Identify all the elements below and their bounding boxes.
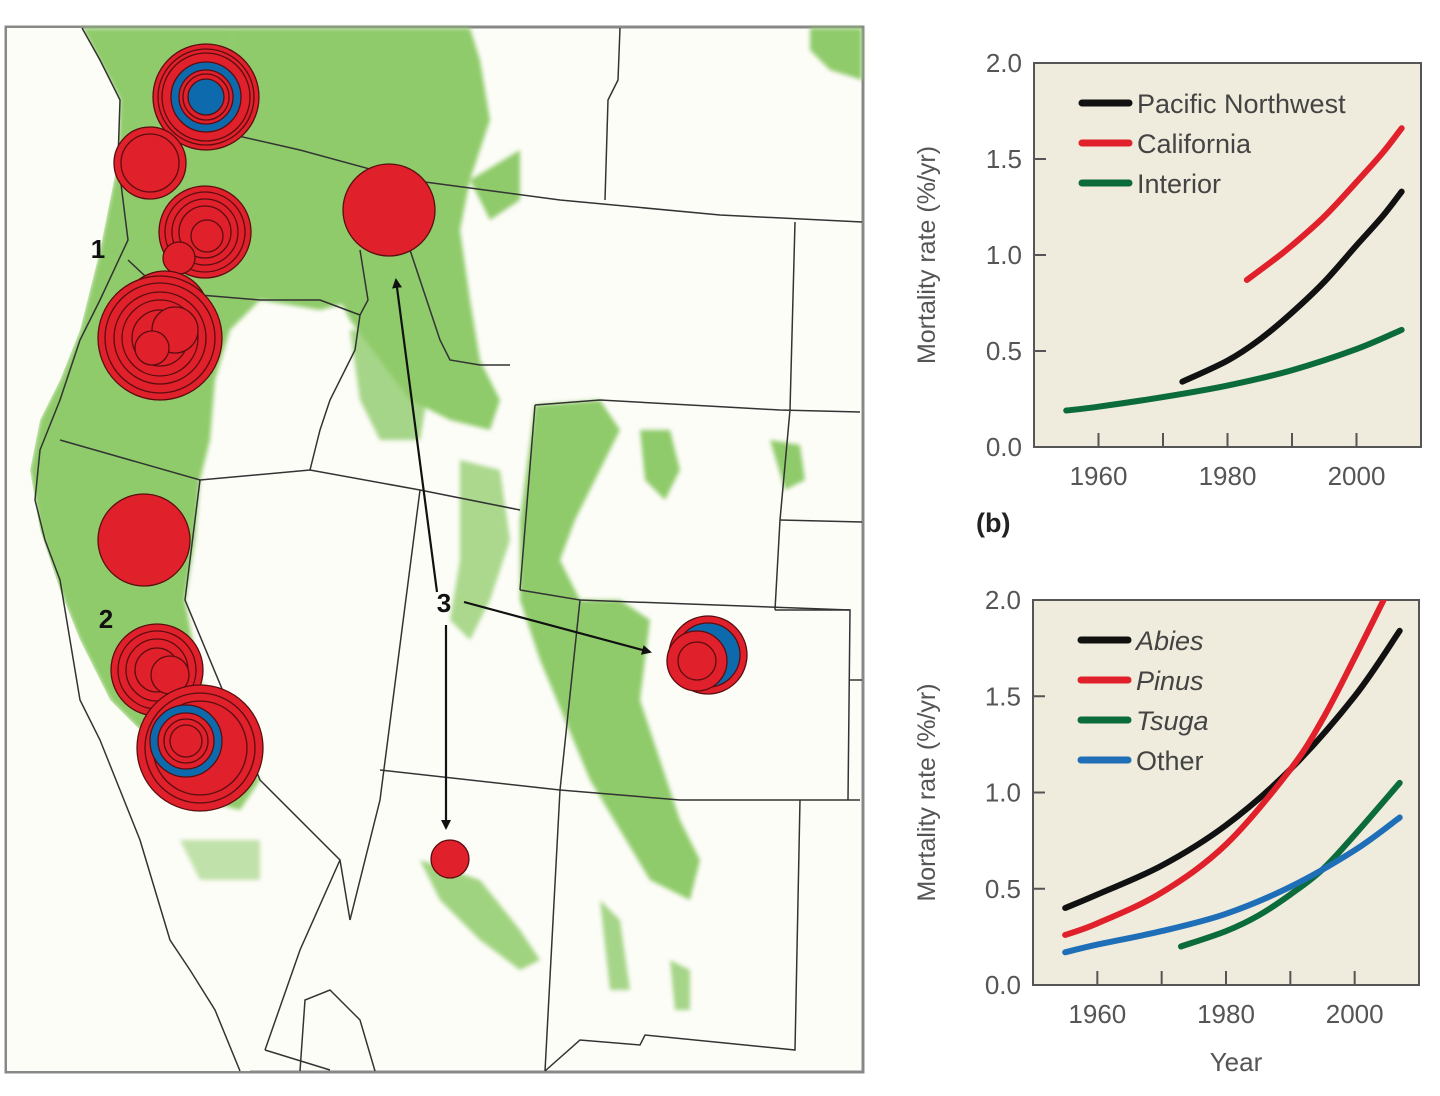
legend-label: Tsuga (1136, 706, 1209, 736)
legend-label: Abies (1134, 626, 1204, 656)
chart-mortality-by-region: 0.0 0.5 1.0 1.5 2.0 1960 1980 2000 Mortality rat… (900, 40, 1440, 500)
plot-circle-red (677, 641, 717, 681)
plot-circle-red (162, 241, 196, 275)
plot-circle-red (190, 219, 224, 253)
y-axis-label: Mortality rate (%/yr) (913, 683, 941, 901)
site-label-2: 2 (99, 604, 113, 634)
y-tick-label: 0.0 (985, 970, 1021, 1000)
plot-circle-red (430, 839, 470, 879)
plot-cluster (162, 241, 196, 275)
panel-label-b: (b) (976, 508, 1011, 538)
arrow (463, 600, 652, 655)
arrow (392, 278, 439, 593)
plot-circle-red (120, 133, 180, 193)
y-tick-label: 2.0 (986, 48, 1022, 78)
ocean (7, 28, 250, 1071)
plot-circle-blue (187, 78, 225, 116)
y-tick-label: 0.0 (986, 432, 1022, 462)
legend-label: Other (1136, 746, 1204, 776)
series-line-other (1062, 814, 1403, 956)
chart-b-canvas: 0.0 0.5 1.0 1.5 2.0 1960 1980 2000 Mortality rat… (913, 585, 1420, 1077)
plot-cluster (152, 43, 260, 151)
chart-a-canvas: 0.0 0.5 1.0 1.5 2.0 1960 1980 2000 Mortality rat… (913, 48, 1422, 491)
plot-cluster (97, 493, 191, 587)
site-3-arrows (392, 278, 652, 830)
plot-circle-red (134, 330, 170, 366)
x-tick-label: 1980 (1197, 999, 1255, 1029)
x-axis-label: Year (1210, 1047, 1263, 1077)
legend-label: Pacific Northwest (1137, 89, 1346, 119)
series-line-pacific-northwest (1179, 188, 1405, 385)
plot-area (1033, 62, 1422, 448)
legend: Pacific Northwest California Interior (1078, 89, 1346, 199)
plot-cluster (113, 126, 187, 200)
plot-cluster (666, 630, 728, 692)
x-tick-label: 2000 (1326, 999, 1384, 1029)
series-line-interior (1063, 326, 1405, 414)
legend: Abies Pinus Tsuga Other (1077, 626, 1209, 776)
series-line-california (1243, 125, 1405, 283)
plot-cluster (149, 704, 223, 778)
y-tick-label: 1.5 (986, 144, 1022, 174)
plot-circles (97, 43, 748, 879)
site-label-3: 3 (437, 588, 451, 618)
legend-label: California (1137, 129, 1252, 159)
x-tick-label: 1980 (1199, 461, 1257, 491)
y-axis-label: Mortality rate (%/yr) (913, 146, 941, 364)
y-tick-label: 1.0 (986, 240, 1022, 270)
y-tick-label: 1.5 (985, 681, 1021, 711)
site-labels: 1 2 3 (91, 234, 451, 634)
y-tick-label: 0.5 (985, 874, 1021, 904)
y-tick-label: 2.0 (985, 585, 1021, 615)
plot-circle-red (169, 724, 203, 758)
plot-cluster (134, 330, 170, 366)
legend-label: Pinus (1136, 666, 1204, 696)
plot-circle-red (97, 493, 191, 587)
x-tick-label: 1960 (1070, 461, 1128, 491)
series-line-pinus (1062, 600, 1387, 938)
x-tick-label: 2000 (1328, 461, 1386, 491)
plot-cluster (190, 219, 224, 253)
x-tick-label: 1960 (1068, 999, 1126, 1029)
legend-label: Interior (1137, 169, 1221, 199)
y-tick-label: 1.0 (985, 778, 1021, 808)
plot-circle-red (342, 163, 436, 257)
forest-cover (30, 28, 862, 1010)
western-us-map: 1 2 3 (4, 25, 865, 1074)
state-borders (34, 27, 863, 1072)
chart-mortality-by-genus: 0.0 0.5 1.0 1.5 2.0 1960 1980 2000 Mortality rat… (900, 580, 1440, 1091)
series-line-abies (1062, 627, 1403, 911)
site-label-1: 1 (91, 234, 105, 264)
plot-cluster (342, 163, 436, 257)
y-tick-label: 0.5 (986, 336, 1022, 366)
forest-mortality-map: 1 2 3 (4, 25, 865, 1074)
plot-cluster (430, 839, 470, 879)
series-line-tsuga (1177, 779, 1403, 950)
